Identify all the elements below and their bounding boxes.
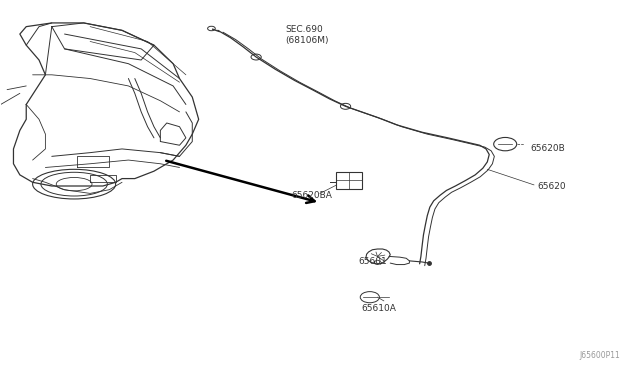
Text: 65620B: 65620B [531,144,566,153]
Text: 65601: 65601 [358,257,387,266]
Text: J65600P11: J65600P11 [579,351,620,360]
Text: 65620: 65620 [537,182,566,190]
Text: 65620BA: 65620BA [291,191,332,200]
FancyBboxPatch shape [336,171,362,189]
Text: 65610A: 65610A [362,304,396,313]
Text: SEC.690
(68106M): SEC.690 (68106M) [285,25,328,45]
